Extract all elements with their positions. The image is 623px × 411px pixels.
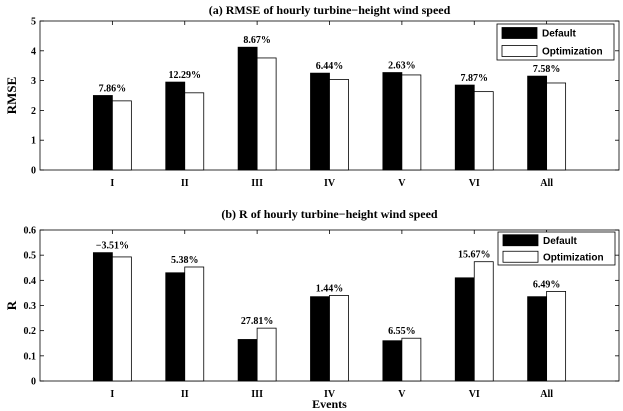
legend-label-default: Default bbox=[543, 236, 578, 247]
bar-optimization bbox=[256, 327, 277, 382]
x-tick-label: All bbox=[540, 178, 553, 189]
y-tick-label: 0 bbox=[31, 166, 36, 177]
bar-default bbox=[527, 75, 548, 171]
bar-optimization bbox=[256, 57, 277, 171]
bar-optimization bbox=[329, 79, 349, 171]
bar-default bbox=[92, 95, 113, 171]
x-tick-label: V bbox=[398, 178, 406, 189]
bar-optimization bbox=[184, 92, 205, 171]
x-tick-label: II bbox=[181, 389, 189, 400]
bar-default bbox=[527, 296, 548, 382]
legend-swatch-optimization bbox=[501, 45, 538, 57]
bar-optimization bbox=[546, 82, 567, 171]
x-tick-label: V bbox=[398, 389, 406, 400]
legend-label-optimization: Optimization bbox=[542, 47, 603, 58]
bar-default bbox=[454, 84, 475, 171]
legend-swatch-optimization bbox=[502, 250, 539, 263]
legend-label-default: Default bbox=[542, 29, 577, 40]
panel-r: (b) R of hourly turbine−height wind spee… bbox=[4, 207, 620, 411]
bar-change-label: 15.67% bbox=[458, 250, 491, 261]
y-tick-label: 0.5 bbox=[24, 251, 37, 262]
y-tick-label: 2 bbox=[31, 106, 36, 117]
x-tick-label: II bbox=[181, 178, 189, 189]
panel-rmse: (a) RMSE of hourly turbine−height wind s… bbox=[4, 3, 620, 189]
bar-default bbox=[165, 81, 186, 171]
y-tick-label: 5 bbox=[31, 17, 36, 28]
chart-title: (a) RMSE of hourly turbine−height wind s… bbox=[209, 3, 451, 17]
bar-optimization bbox=[401, 74, 422, 171]
bar-change-label: −3.51% bbox=[96, 241, 129, 252]
bar-change-label: 6.44% bbox=[316, 61, 344, 72]
x-tick-label: III bbox=[251, 178, 263, 189]
y-tick-label: 1 bbox=[31, 136, 36, 147]
bar-default bbox=[382, 72, 403, 171]
x-tick-label: III bbox=[251, 389, 263, 400]
bar-default bbox=[382, 340, 403, 382]
x-tick-label: All bbox=[540, 389, 553, 400]
y-axis-label: R bbox=[4, 300, 19, 310]
y-tick-label: 0 bbox=[31, 377, 36, 388]
bar-default bbox=[454, 277, 475, 382]
x-tick-label: I bbox=[110, 389, 114, 400]
y-tick-label: 0.3 bbox=[24, 301, 37, 312]
y-tick-label: 0.6 bbox=[24, 226, 37, 237]
y-tick-label: 0.2 bbox=[24, 326, 37, 337]
x-tick-label: VI bbox=[469, 389, 480, 400]
bar-default bbox=[310, 296, 330, 382]
chart-title: (b) R of hourly turbine−height wind spee… bbox=[221, 207, 438, 221]
bar-change-label: 7.87% bbox=[461, 73, 489, 84]
bar-optimization bbox=[329, 295, 349, 382]
bar-change-label: 2.63% bbox=[388, 61, 416, 72]
x-tick-label: IV bbox=[324, 389, 336, 400]
bar-optimization bbox=[111, 256, 132, 382]
y-tick-label: 3 bbox=[31, 76, 36, 87]
y-tick-label: 4 bbox=[31, 46, 36, 57]
bar-change-label: 12.29% bbox=[169, 70, 202, 81]
bar-optimization bbox=[473, 91, 494, 171]
x-tick-label: VI bbox=[469, 178, 480, 189]
bar-optimization bbox=[401, 337, 422, 382]
bar-optimization bbox=[111, 100, 132, 171]
bar-change-label: 5.38% bbox=[171, 255, 199, 266]
bar-change-label: 27.81% bbox=[241, 316, 274, 327]
legend-label-optimization: Optimization bbox=[543, 252, 604, 263]
x-tick-label: IV bbox=[324, 178, 336, 189]
bar-change-label: 7.86% bbox=[99, 84, 127, 95]
y-tick-label: 0.1 bbox=[24, 351, 37, 362]
bar-change-label: 7.58% bbox=[533, 64, 561, 75]
y-axis-label: RMSE bbox=[4, 77, 19, 115]
bar-default bbox=[237, 46, 258, 171]
y-tick-label: 0.4 bbox=[24, 276, 37, 287]
bar-change-label: 8.67% bbox=[243, 35, 271, 46]
legend-swatch-default bbox=[502, 234, 539, 247]
x-axis-label: Events bbox=[312, 397, 347, 411]
bar-default bbox=[92, 252, 113, 382]
bar-change-label: 6.55% bbox=[388, 326, 416, 337]
bar-change-label: 1.44% bbox=[316, 283, 344, 294]
bar-optimization bbox=[473, 261, 494, 382]
bar-default bbox=[310, 72, 330, 171]
bar-default bbox=[165, 272, 186, 382]
bar-change-label: 6.49% bbox=[533, 279, 561, 290]
x-tick-label: I bbox=[110, 178, 114, 189]
bar-optimization bbox=[546, 291, 567, 382]
bar-default bbox=[237, 339, 258, 382]
bar-optimization bbox=[184, 266, 205, 382]
legend-swatch-default bbox=[501, 27, 538, 39]
